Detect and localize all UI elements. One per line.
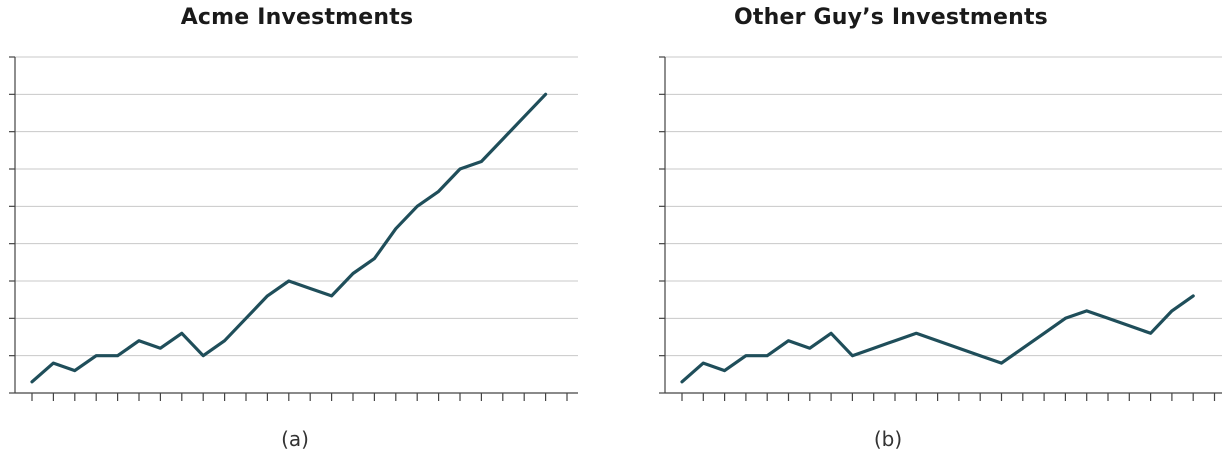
chart-caption: (b) [873, 427, 903, 451]
chart-panel-a: Acme Investments (a) [9, 5, 578, 451]
line-chart-acme [9, 56, 578, 401]
series-line [680, 294, 1195, 384]
chart-title: Acme Investments [180, 5, 414, 30]
chart-caption: (a) [281, 427, 309, 451]
chart-title: Other Guy’s Investments [734, 5, 1048, 30]
chart-panel-b: Other Guy’s Investments (b) [614, 0, 1228, 456]
line-chart-other-guy [659, 56, 1222, 401]
series-line [30, 92, 548, 384]
